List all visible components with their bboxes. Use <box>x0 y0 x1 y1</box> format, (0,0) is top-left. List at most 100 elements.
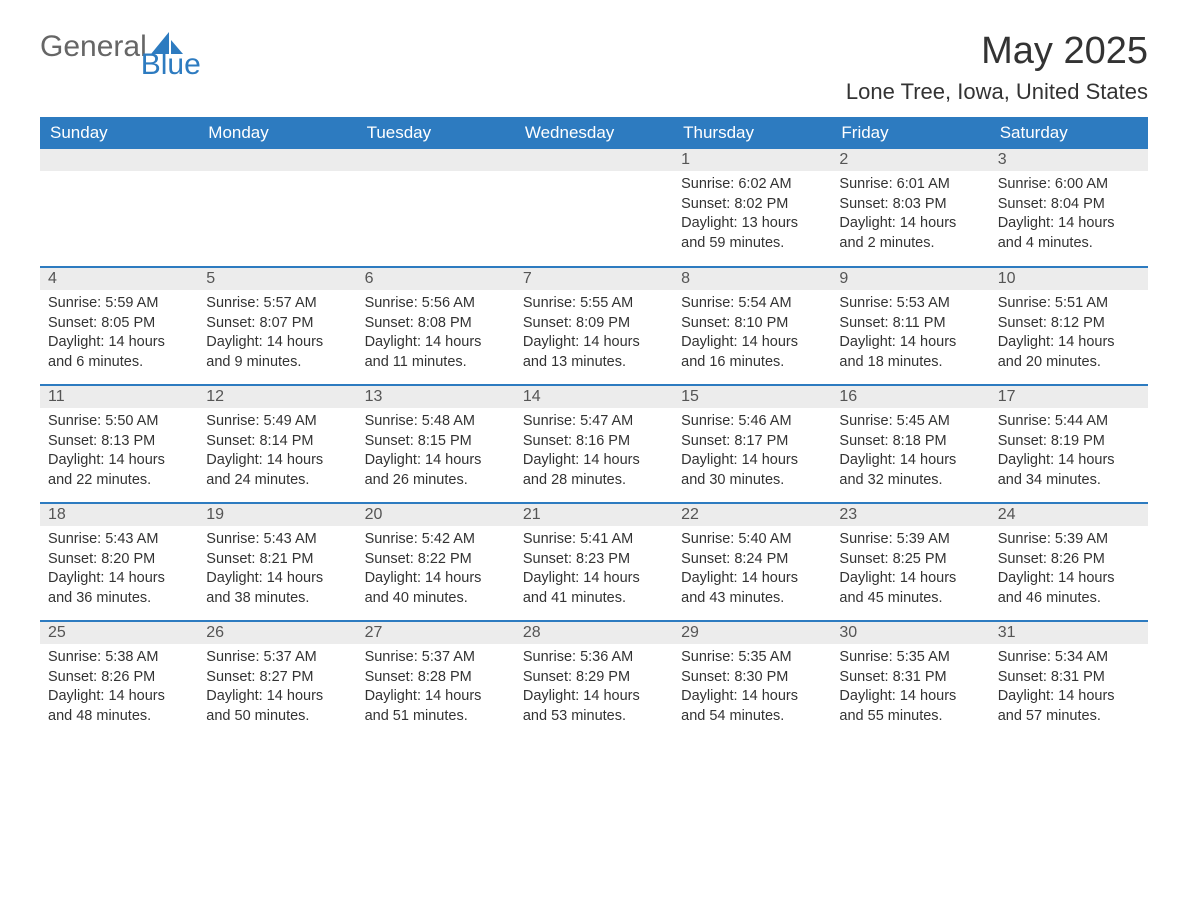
day-details: Sunrise: 5:44 AMSunset: 8:19 PMDaylight:… <box>990 408 1148 498</box>
day-details: Sunrise: 5:53 AMSunset: 8:11 PMDaylight:… <box>831 290 989 380</box>
day-details: Sunrise: 5:36 AMSunset: 8:29 PMDaylight:… <box>515 644 673 734</box>
day-details: Sunrise: 5:54 AMSunset: 8:10 PMDaylight:… <box>673 290 831 380</box>
daylight-text: Daylight: 14 hours and 40 minutes. <box>365 569 507 608</box>
daylight-text: Daylight: 14 hours and 13 minutes. <box>523 333 665 372</box>
day-details: Sunrise: 5:41 AMSunset: 8:23 PMDaylight:… <box>515 526 673 616</box>
sunset-text: Sunset: 8:09 PM <box>523 314 665 334</box>
daylight-text: Daylight: 14 hours and 2 minutes. <box>839 214 981 253</box>
sunset-text: Sunset: 8:05 PM <box>48 314 190 334</box>
daylight-text: Daylight: 14 hours and 36 minutes. <box>48 569 190 608</box>
sunset-text: Sunset: 8:04 PM <box>998 195 1140 215</box>
day-details: Sunrise: 5:37 AMSunset: 8:28 PMDaylight:… <box>357 644 515 734</box>
sunset-text: Sunset: 8:11 PM <box>839 314 981 334</box>
calendar-day-cell: 29Sunrise: 5:35 AMSunset: 8:30 PMDayligh… <box>673 621 831 739</box>
day-number-empty <box>357 149 515 171</box>
sunrise-text: Sunrise: 5:56 AM <box>365 294 507 314</box>
sunrise-text: Sunrise: 5:50 AM <box>48 412 190 432</box>
calendar-day-cell <box>198 149 356 267</box>
day-number-empty <box>198 149 356 171</box>
calendar-day-cell <box>40 149 198 267</box>
day-number: 11 <box>40 386 198 408</box>
calendar-day-cell: 26Sunrise: 5:37 AMSunset: 8:27 PMDayligh… <box>198 621 356 739</box>
calendar-day-cell: 10Sunrise: 5:51 AMSunset: 8:12 PMDayligh… <box>990 267 1148 385</box>
calendar-day-cell: 11 Sunrise: 5:50 AMSunset: 8:13 PMDayligh… <box>40 385 198 503</box>
day-details: Sunrise: 5:49 AMSunset: 8:14 PMDaylight:… <box>198 408 356 498</box>
daylight-text: Daylight: 14 hours and 18 minutes. <box>839 333 981 372</box>
sunset-text: Sunset: 8:22 PM <box>365 550 507 570</box>
sunset-text: Sunset: 8:17 PM <box>681 432 823 452</box>
calendar-day-cell: 16Sunrise: 5:45 AMSunset: 8:18 PMDayligh… <box>831 385 989 503</box>
sunrise-text: Sunrise: 5:43 AM <box>206 530 348 550</box>
sunset-text: Sunset: 8:28 PM <box>365 668 507 688</box>
day-details: Sunrise: 5:47 AMSunset: 8:16 PMDaylight:… <box>515 408 673 498</box>
sunrise-text: Sunrise: 5:53 AM <box>839 294 981 314</box>
day-number: 2 <box>831 149 989 171</box>
sunrise-text: Sunrise: 5:57 AM <box>206 294 348 314</box>
calendar-day-cell: 25Sunrise: 5:38 AMSunset: 8:26 PMDayligh… <box>40 621 198 739</box>
daylight-text: Daylight: 14 hours and 9 minutes. <box>206 333 348 372</box>
sunrise-text: Sunrise: 6:01 AM <box>839 175 981 195</box>
brand-part2: Blue <box>141 48 201 82</box>
sunset-text: Sunset: 8:14 PM <box>206 432 348 452</box>
calendar-day-cell: 30Sunrise: 5:35 AMSunset: 8:31 PMDayligh… <box>831 621 989 739</box>
sunset-text: Sunset: 8:23 PM <box>523 550 665 570</box>
sunrise-text: Sunrise: 5:48 AM <box>365 412 507 432</box>
sunrise-text: Sunrise: 5:47 AM <box>523 412 665 432</box>
calendar-day-cell: 19Sunrise: 5:43 AMSunset: 8:21 PMDayligh… <box>198 503 356 621</box>
day-details: Sunrise: 6:02 AMSunset: 8:02 PMDaylight:… <box>673 171 831 261</box>
day-number: 17 <box>990 386 1148 408</box>
day-number: 9 <box>831 268 989 290</box>
day-details: Sunrise: 5:37 AMSunset: 8:27 PMDaylight:… <box>198 644 356 734</box>
day-number: 27 <box>357 622 515 644</box>
day-details: Sunrise: 5:34 AMSunset: 8:31 PMDaylight:… <box>990 644 1148 734</box>
day-number: 14 <box>515 386 673 408</box>
sunset-text: Sunset: 8:10 PM <box>681 314 823 334</box>
sunset-text: Sunset: 8:13 PM <box>48 432 190 452</box>
calendar-day-cell: 14Sunrise: 5:47 AMSunset: 8:16 PMDayligh… <box>515 385 673 503</box>
day-number: 28 <box>515 622 673 644</box>
sunrise-text: Sunrise: 5:35 AM <box>839 648 981 668</box>
daylight-text: Daylight: 14 hours and 22 minutes. <box>48 451 190 490</box>
calendar-day-cell: 9Sunrise: 5:53 AMSunset: 8:11 PMDaylight… <box>831 267 989 385</box>
day-details: Sunrise: 5:56 AMSunset: 8:08 PMDaylight:… <box>357 290 515 380</box>
day-number: 1 <box>673 149 831 171</box>
page-header: General Blue May 2025 Lone Tree, Iowa, U… <box>40 30 1148 105</box>
calendar-day-cell: 3Sunrise: 6:00 AMSunset: 8:04 PMDaylight… <box>990 149 1148 267</box>
sunset-text: Sunset: 8:30 PM <box>681 668 823 688</box>
day-details: Sunrise: 5:39 AMSunset: 8:25 PMDaylight:… <box>831 526 989 616</box>
day-details: Sunrise: 5:38 AMSunset: 8:26 PMDaylight:… <box>40 644 198 734</box>
daylight-text: Daylight: 14 hours and 43 minutes. <box>681 569 823 608</box>
sunset-text: Sunset: 8:15 PM <box>365 432 507 452</box>
sunset-text: Sunset: 8:26 PM <box>998 550 1140 570</box>
brand-logo: General Blue <box>40 30 245 64</box>
calendar-week-row: 18Sunrise: 5:43 AMSunset: 8:20 PMDayligh… <box>40 503 1148 621</box>
sunrise-text: Sunrise: 5:41 AM <box>523 530 665 550</box>
day-number: 12 <box>198 386 356 408</box>
calendar-day-cell: 27Sunrise: 5:37 AMSunset: 8:28 PMDayligh… <box>357 621 515 739</box>
sunset-text: Sunset: 8:31 PM <box>998 668 1140 688</box>
calendar-day-cell: 31Sunrise: 5:34 AMSunset: 8:31 PMDayligh… <box>990 621 1148 739</box>
day-details: Sunrise: 5:48 AMSunset: 8:15 PMDaylight:… <box>357 408 515 498</box>
day-number: 4 <box>40 268 198 290</box>
calendar-day-cell: 23Sunrise: 5:39 AMSunset: 8:25 PMDayligh… <box>831 503 989 621</box>
day-details: Sunrise: 5:43 AMSunset: 8:21 PMDaylight:… <box>198 526 356 616</box>
daylight-text: Daylight: 14 hours and 24 minutes. <box>206 451 348 490</box>
sunset-text: Sunset: 8:29 PM <box>523 668 665 688</box>
daylight-text: Daylight: 14 hours and 48 minutes. <box>48 687 190 726</box>
daylight-text: Daylight: 14 hours and 4 minutes. <box>998 214 1140 253</box>
day-number: 29 <box>673 622 831 644</box>
sunset-text: Sunset: 8:26 PM <box>48 668 190 688</box>
day-number: 24 <box>990 504 1148 526</box>
daylight-text: Daylight: 14 hours and 20 minutes. <box>998 333 1140 372</box>
weekday-header: Wednesday <box>515 117 673 149</box>
day-details: Sunrise: 5:43 AMSunset: 8:20 PMDaylight:… <box>40 526 198 616</box>
weekday-header-row: Sunday Monday Tuesday Wednesday Thursday… <box>40 117 1148 149</box>
sunrise-text: Sunrise: 5:37 AM <box>365 648 507 668</box>
calendar-day-cell: 5Sunrise: 5:57 AMSunset: 8:07 PMDaylight… <box>198 267 356 385</box>
daylight-text: Daylight: 14 hours and 50 minutes. <box>206 687 348 726</box>
day-details: Sunrise: 5:39 AMSunset: 8:26 PMDaylight:… <box>990 526 1148 616</box>
daylight-text: Daylight: 14 hours and 38 minutes. <box>206 569 348 608</box>
sunrise-text: Sunrise: 5:39 AM <box>839 530 981 550</box>
calendar-body: 1Sunrise: 6:02 AMSunset: 8:02 PMDaylight… <box>40 149 1148 739</box>
daylight-text: Daylight: 14 hours and 51 minutes. <box>365 687 507 726</box>
